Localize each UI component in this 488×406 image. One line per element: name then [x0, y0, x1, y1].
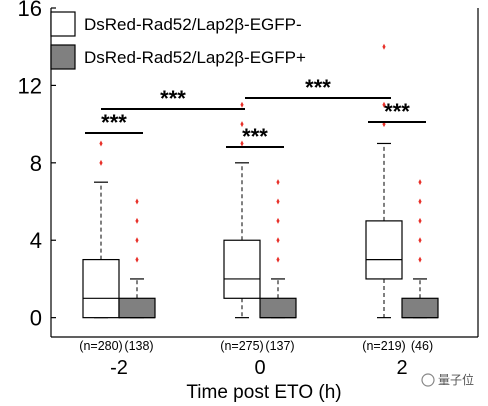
outlier-egfp-neg-2-1 — [382, 101, 386, 108]
sig-label-between-m2-0: *** — [160, 86, 186, 111]
outlier-egfp-pos-2-4 — [418, 179, 422, 186]
outlier-egfp-pos-2-0 — [418, 256, 422, 263]
box-egfp-neg-2 — [365, 220, 403, 280]
n-label-egfp-pos-2: (46) — [411, 339, 433, 353]
sig-label-within-2: *** — [384, 99, 410, 124]
outlier-egfp-pos-2-1 — [418, 237, 422, 244]
outlier-egfp-pos-2-2 — [418, 217, 422, 224]
outlier-egfp-neg-0-0 — [240, 140, 244, 147]
outlier-egfp-neg-2-2 — [382, 43, 386, 50]
outlier-egfp-pos-0-3 — [276, 198, 280, 205]
outlier-egfp-pos-0-1 — [276, 237, 280, 244]
box-egfp-pos-0 — [259, 297, 297, 319]
outlier-egfp-neg-0-1 — [240, 121, 244, 128]
outlier-egfp-neg--2-1 — [99, 140, 103, 147]
box-egfp-pos-2 — [401, 297, 439, 319]
outlier-egfp-pos-2-3 — [418, 198, 422, 205]
legend-label-egfp-pos: DsRed-Rad52/Lap2β-EGFP+ — [84, 48, 306, 67]
y-tick-label-4: 4 — [30, 228, 42, 253]
watermark-icon — [421, 373, 435, 387]
y-tick-label-0: 0 — [30, 306, 42, 331]
outlier-egfp-pos-0-0 — [276, 256, 280, 263]
sig-label-within--2: *** — [101, 110, 127, 135]
box-egfp-neg--2 — [82, 258, 120, 319]
y-tick-label-8: 8 — [30, 151, 42, 176]
outlier-egfp-neg-0-2 — [240, 101, 244, 108]
x-tick-label-0: 0 — [254, 357, 265, 379]
watermark-text: 量子位 — [438, 372, 474, 387]
outlier-egfp-pos--2-3 — [135, 198, 139, 205]
n-label-egfp-neg-0: (n=275) — [220, 339, 263, 353]
sig-label-within-0: *** — [242, 124, 268, 149]
n-label-egfp-pos-0: (137) — [265, 339, 294, 353]
legend-label-egfp-neg: DsRed-Rad52/Lap2β-EGFP- — [84, 15, 302, 34]
sig-label-between-0-2: *** — [305, 75, 331, 100]
n-label-egfp-pos--2: (138) — [124, 339, 153, 353]
n-label-egfp-neg-2: (n=219) — [362, 339, 405, 353]
outlier-egfp-pos-0-4 — [276, 179, 280, 186]
outlier-egfp-pos-0-2 — [276, 217, 280, 224]
legend-swatch-egfp-neg — [50, 11, 76, 37]
outlier-egfp-pos--2-0 — [135, 256, 139, 263]
outlier-egfp-pos--2-2 — [135, 217, 139, 224]
x-tick-label--2: -2 — [110, 357, 128, 379]
outlier-egfp-neg--2-0 — [99, 159, 103, 166]
box-egfp-pos--2 — [118, 297, 156, 319]
x-axis-label: Time post ETO (h) — [186, 382, 341, 403]
n-label-egfp-neg--2: (n=280) — [79, 339, 122, 353]
y-tick-label-16: 16 — [18, 0, 42, 21]
box-egfp-neg-0 — [223, 239, 261, 299]
x-tick-label-2: 2 — [396, 357, 407, 379]
y-tick-label-12: 12 — [18, 73, 42, 98]
legend-swatch-egfp-pos — [50, 44, 76, 70]
outlier-egfp-pos--2-1 — [135, 237, 139, 244]
